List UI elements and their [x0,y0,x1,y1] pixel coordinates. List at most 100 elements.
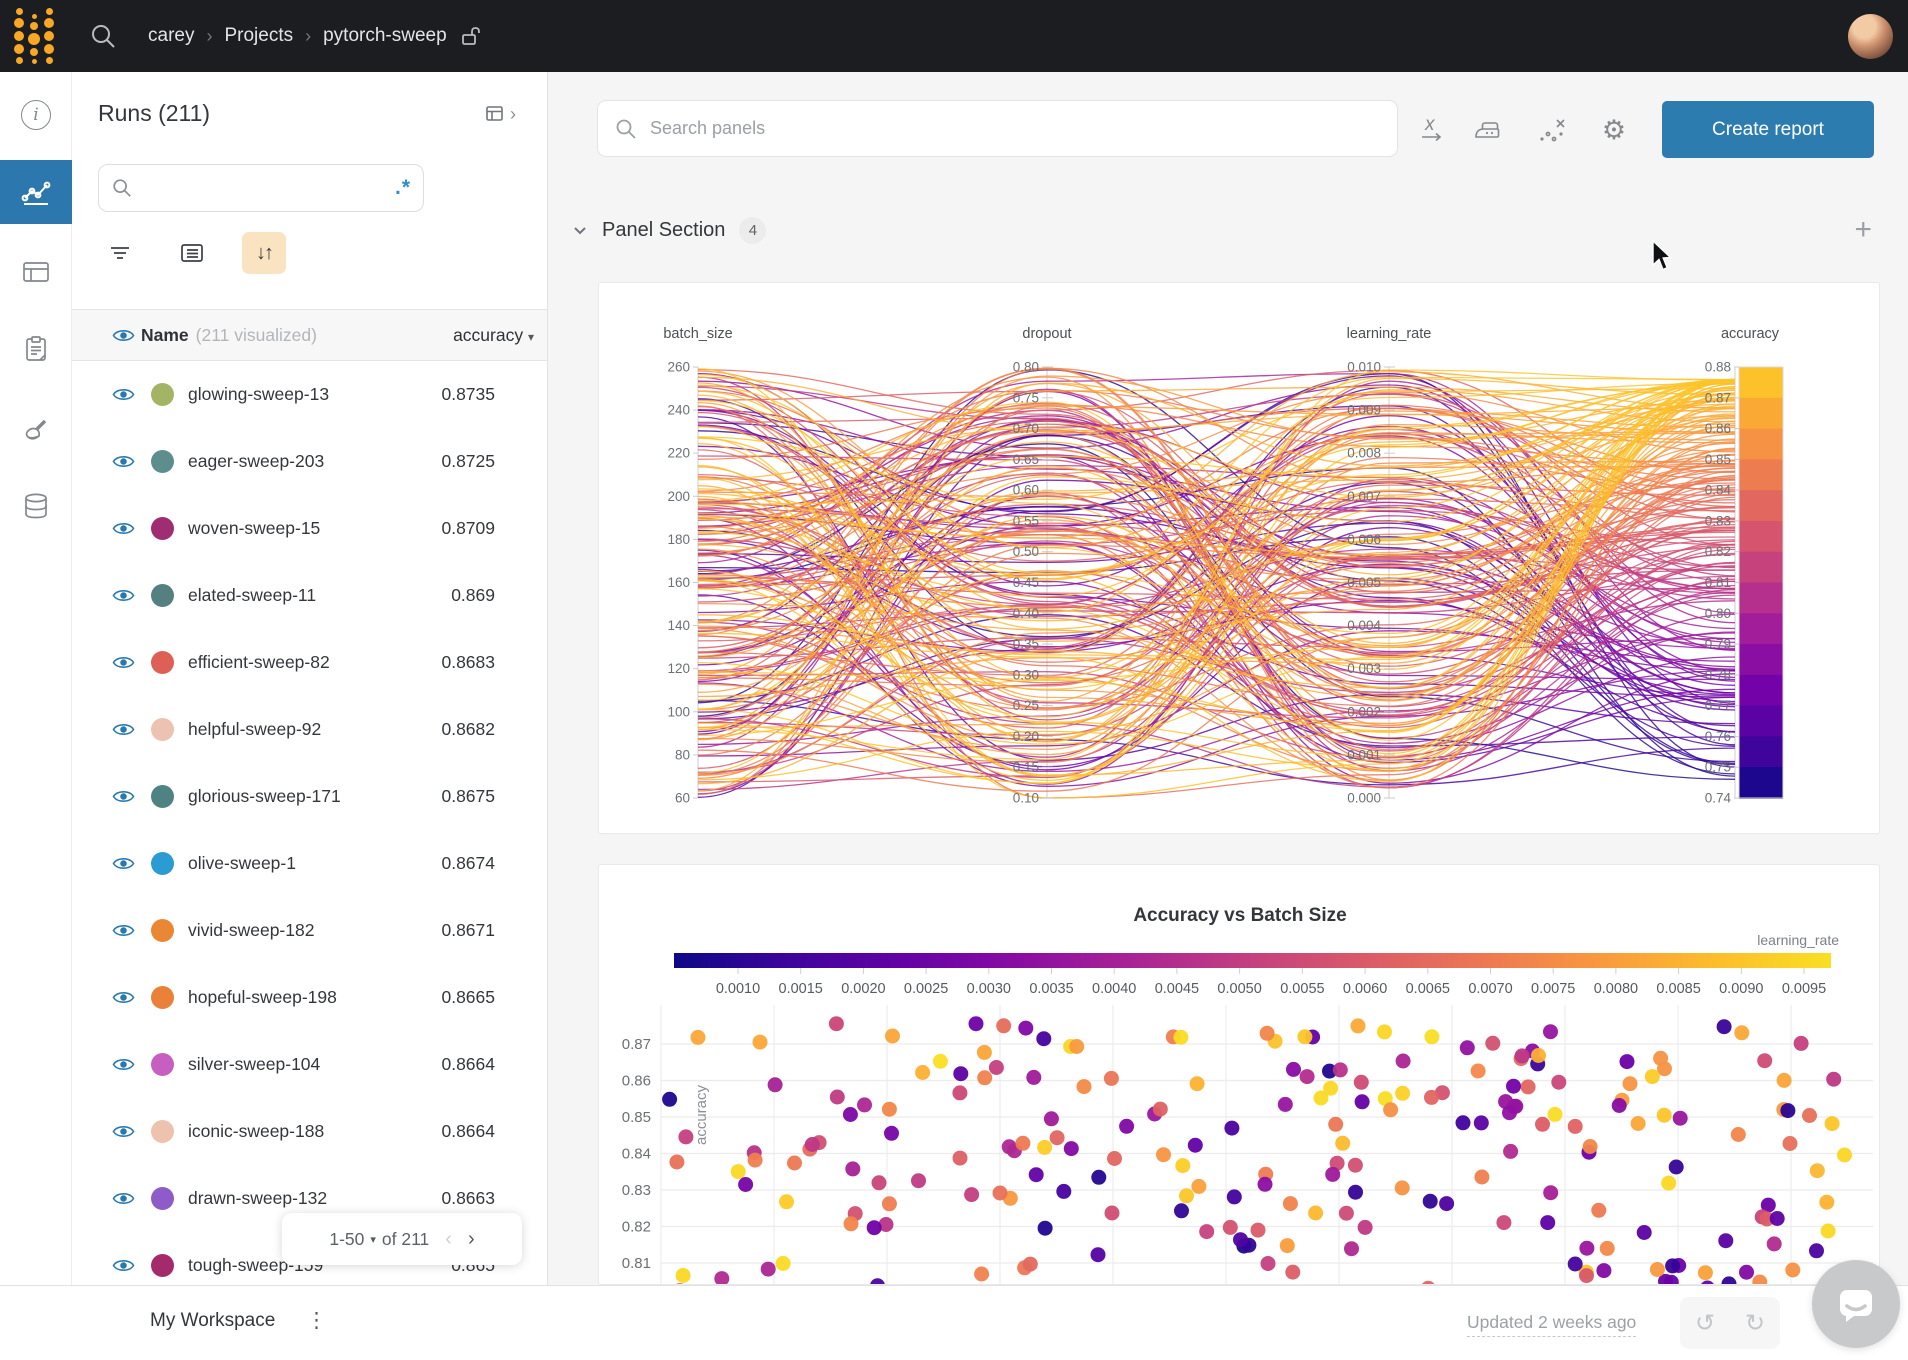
rail-item-artifacts[interactable] [0,478,72,534]
panel-section-title[interactable]: Panel Section [602,218,726,241]
run-metric-value: 0.8664 [441,1054,495,1074]
filter-button[interactable] [98,232,142,274]
run-row[interactable]: glorious-sweep-171 0.8675 [72,763,547,830]
search-icon[interactable] [88,21,118,51]
outliers-button[interactable] [1534,112,1570,148]
run-name[interactable]: hopeful-sweep-198 [188,987,337,1007]
expand-table-button[interactable]: › [484,102,516,126]
svg-text:Accuracy vs Batch Size: Accuracy vs Batch Size [1133,905,1346,926]
breadcrumb-user[interactable]: carey [148,25,195,46]
eye-icon[interactable] [112,450,135,473]
svg-text:0.0045: 0.0045 [1155,981,1199,997]
rail-item-overview[interactable]: i [0,87,72,143]
svg-text:0.81: 0.81 [1705,575,1731,590]
svg-text:0.40: 0.40 [1013,606,1039,621]
create-report-button[interactable]: Create report [1662,101,1874,158]
run-row[interactable]: glowing-sweep-13 0.8735 [72,361,547,428]
run-name[interactable]: eager-sweep-203 [188,451,325,471]
run-color-dot [151,383,174,406]
svg-text:0.50: 0.50 [1013,544,1039,559]
run-name[interactable]: glowing-sweep-13 [188,384,330,404]
rail-item-tables[interactable] [0,244,72,300]
eye-icon[interactable] [112,1120,135,1143]
eye-icon[interactable] [112,919,135,942]
run-row[interactable]: silver-sweep-104 0.8664 [72,1031,547,1098]
sort-button[interactable]: ↓↑ [242,232,286,274]
prev-page-button[interactable]: ‹ [445,1227,452,1250]
svg-text:accuracy: accuracy [693,1084,710,1145]
next-page-button[interactable]: › [467,1227,475,1250]
run-name[interactable]: vivid-sweep-182 [188,920,315,940]
run-row[interactable]: hopeful-sweep-198 0.8665 [72,964,547,1031]
run-color-dot [151,718,174,741]
runs-search-box: .* [98,164,424,212]
run-name[interactable]: olive-sweep-1 [188,853,296,873]
group-button[interactable] [170,232,214,274]
user-avatar[interactable] [1848,14,1893,59]
undo-button[interactable]: ↺ [1694,1309,1716,1337]
panel-section-header: Panel Section 4 + [570,208,1886,252]
run-row[interactable]: helpful-sweep-92 0.8682 [72,696,547,763]
eye-icon[interactable] [112,718,135,741]
runs-panel: Runs (211) › .* ↓↑ [72,72,548,1285]
svg-text:0.010: 0.010 [1347,360,1381,375]
name-column-header[interactable]: Name [141,324,189,345]
runs-search-input[interactable] [141,178,387,198]
breadcrumb-projects[interactable]: Projects [224,25,294,46]
panel-search-input[interactable] [648,117,1381,140]
metric-column-header[interactable]: accuracy ▾ [453,324,534,345]
run-name[interactable]: iconic-sweep-188 [188,1121,325,1141]
settings-button[interactable]: ⚙ [1596,112,1632,148]
scatter-plot-panel[interactable]: 0.87 0.86 0.85 0.84 0.83 0.82 0.81 Accuracy vs … [598,864,1880,1285]
x-axis-settings-button[interactable]: x [1414,112,1450,148]
chevron-down-icon[interactable] [570,220,590,240]
parallel-coordinates-panel[interactable]: batch_size dropout learning_rate accuracy 26… [598,282,1880,834]
workspace-title[interactable]: My Workspace [150,1310,276,1331]
run-name[interactable]: helpful-sweep-92 [188,719,322,739]
svg-text:0.87: 0.87 [1705,390,1731,405]
redo-button[interactable]: ↻ [1744,1309,1766,1337]
eye-icon[interactable] [112,651,135,674]
svg-text:0.002: 0.002 [1347,704,1381,719]
eye-icon[interactable] [112,584,135,607]
page-range[interactable]: 1-50 [329,1228,365,1249]
eye-icon[interactable] [112,986,135,1009]
eye-icon[interactable] [112,324,135,347]
rail-item-sweeps[interactable] [0,404,72,460]
run-row[interactable]: efficient-sweep-82 0.8683 [72,629,547,696]
run-row[interactable]: elated-sweep-11 0.869 [72,562,547,629]
eye-icon[interactable] [112,383,135,406]
eye-icon[interactable] [112,517,135,540]
run-name[interactable]: elated-sweep-11 [188,585,317,605]
run-row[interactable]: olive-sweep-1 0.8674 [72,830,547,897]
run-metric-value: 0.8683 [441,652,495,672]
chat-help-button[interactable] [1812,1260,1900,1348]
eye-icon[interactable] [112,852,135,875]
rail-item-workspace[interactable] [0,160,72,224]
eye-icon[interactable] [112,1254,135,1277]
breadcrumb-project-name[interactable]: pytorch-sweep [323,25,447,46]
run-name[interactable]: silver-sweep-104 [188,1054,321,1074]
run-name[interactable]: woven-sweep-15 [188,518,321,538]
caret-down-icon[interactable]: ▾ [370,1233,376,1246]
svg-text:0.0090: 0.0090 [1719,981,1763,997]
run-row[interactable]: drawn-sweep-132 0.8663 [72,1165,547,1232]
run-row[interactable]: vivid-sweep-182 0.8671 [72,897,547,964]
run-row[interactable]: iconic-sweep-188 0.8664 [72,1098,547,1165]
run-name[interactable]: glorious-sweep-171 [188,786,341,806]
run-row[interactable]: eager-sweep-203 0.8725 [72,428,547,495]
run-row[interactable]: woven-sweep-15 0.8709 [72,495,547,562]
eye-icon[interactable] [112,1053,135,1076]
add-panel-button[interactable]: + [1854,213,1872,246]
run-name[interactable]: drawn-sweep-132 [188,1188,328,1208]
run-name[interactable]: efficient-sweep-82 [188,652,330,672]
kebab-menu-icon[interactable]: ⋮ [306,1309,327,1332]
run-color-dot [151,919,174,942]
regex-toggle[interactable]: .* [394,176,411,199]
eye-icon[interactable] [112,785,135,808]
eye-icon[interactable] [112,1187,135,1210]
smoothing-iron-button[interactable] [1470,112,1506,148]
wandb-logo[interactable] [14,8,60,64]
updated-timestamp[interactable]: Updated 2 weeks ago [1467,1312,1637,1337]
rail-item-reports[interactable] [0,321,72,377]
